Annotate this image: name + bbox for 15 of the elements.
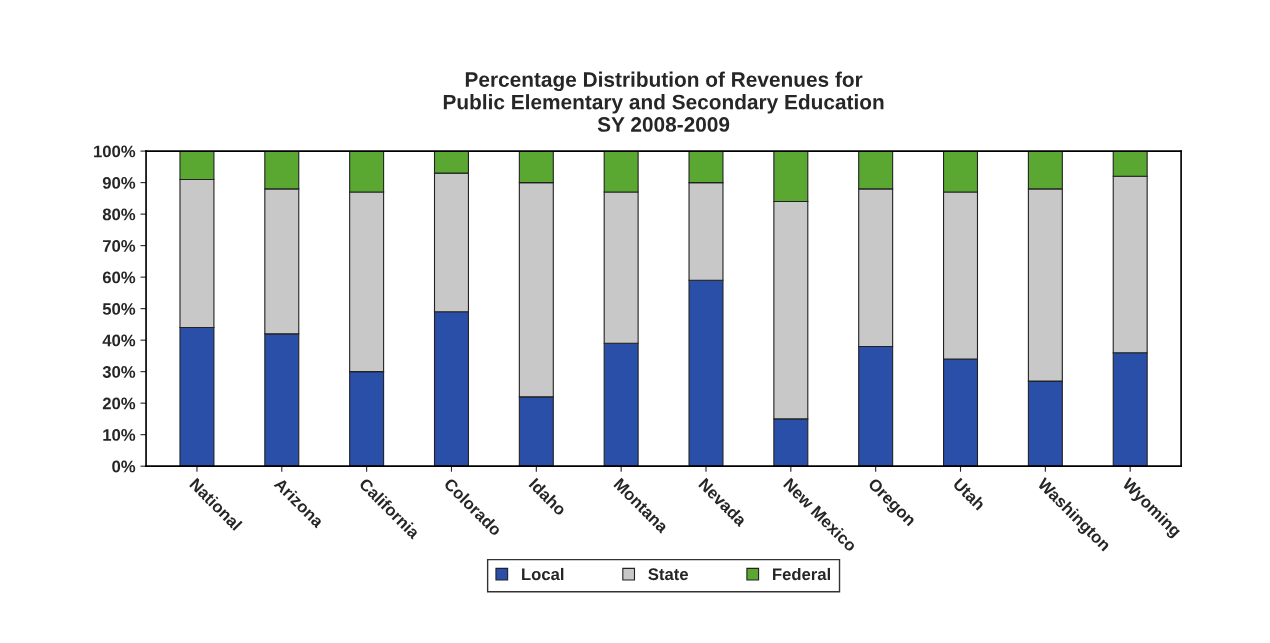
y-tick-label: 20% [102, 397, 136, 410]
legend-label: Local [522, 567, 564, 581]
y-tick-label: 30% [102, 366, 136, 378]
y-tick-label: 0% [112, 460, 136, 473]
y-tick-label: 50% [102, 303, 136, 315]
y-tick-label: 80% [102, 208, 136, 221]
y-tick-label: 10% [103, 429, 136, 441]
legend-label: Federal [773, 567, 831, 581]
chart-title: Percentage Distribution of Revenues for Public Elementary and Secondary Education SY 2008-2009 [443, 71, 884, 132]
y-tick-label: 40% [102, 334, 136, 347]
y-tick-label: 100% [94, 145, 136, 158]
y-tick-label: 60% [102, 271, 136, 284]
legend-label: State [648, 568, 689, 581]
y-tick-label: 70% [102, 240, 136, 252]
y-tick-label: 90% [102, 177, 136, 189]
